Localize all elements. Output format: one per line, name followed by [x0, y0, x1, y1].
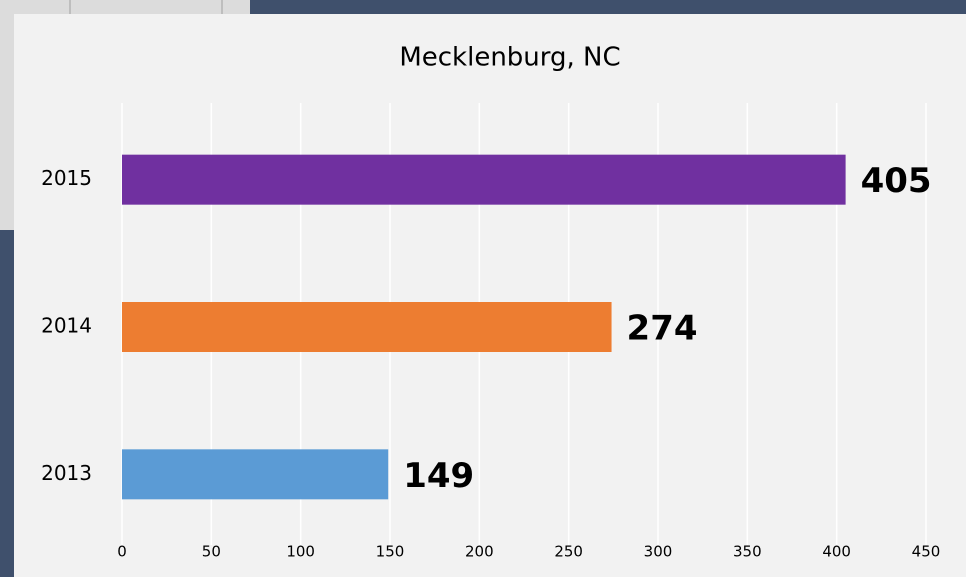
- y-tick-label: 2013: [41, 461, 92, 485]
- x-tick-label: 350: [733, 543, 762, 561]
- x-tick-label: 50: [202, 543, 221, 561]
- x-tick-label: 200: [465, 543, 494, 561]
- x-tick-label: 100: [286, 543, 315, 561]
- x-tick-label: 250: [554, 543, 583, 561]
- data-label: 405: [861, 161, 932, 201]
- chart-title: Mecklenburg, NC: [399, 43, 620, 73]
- x-tick-label: 400: [822, 543, 851, 561]
- x-tick-label: 0: [117, 543, 127, 561]
- x-tick-label: 300: [644, 543, 673, 561]
- y-tick-label: 2015: [41, 166, 92, 190]
- x-tick-label: 450: [912, 543, 941, 561]
- bar: [122, 449, 389, 500]
- data-label: 274: [627, 309, 698, 349]
- x-tick-label: 150: [376, 543, 405, 561]
- y-tick-label: 2014: [41, 314, 92, 338]
- data-label: 149: [403, 456, 474, 496]
- bar: [122, 302, 612, 352]
- bar: [122, 154, 846, 205]
